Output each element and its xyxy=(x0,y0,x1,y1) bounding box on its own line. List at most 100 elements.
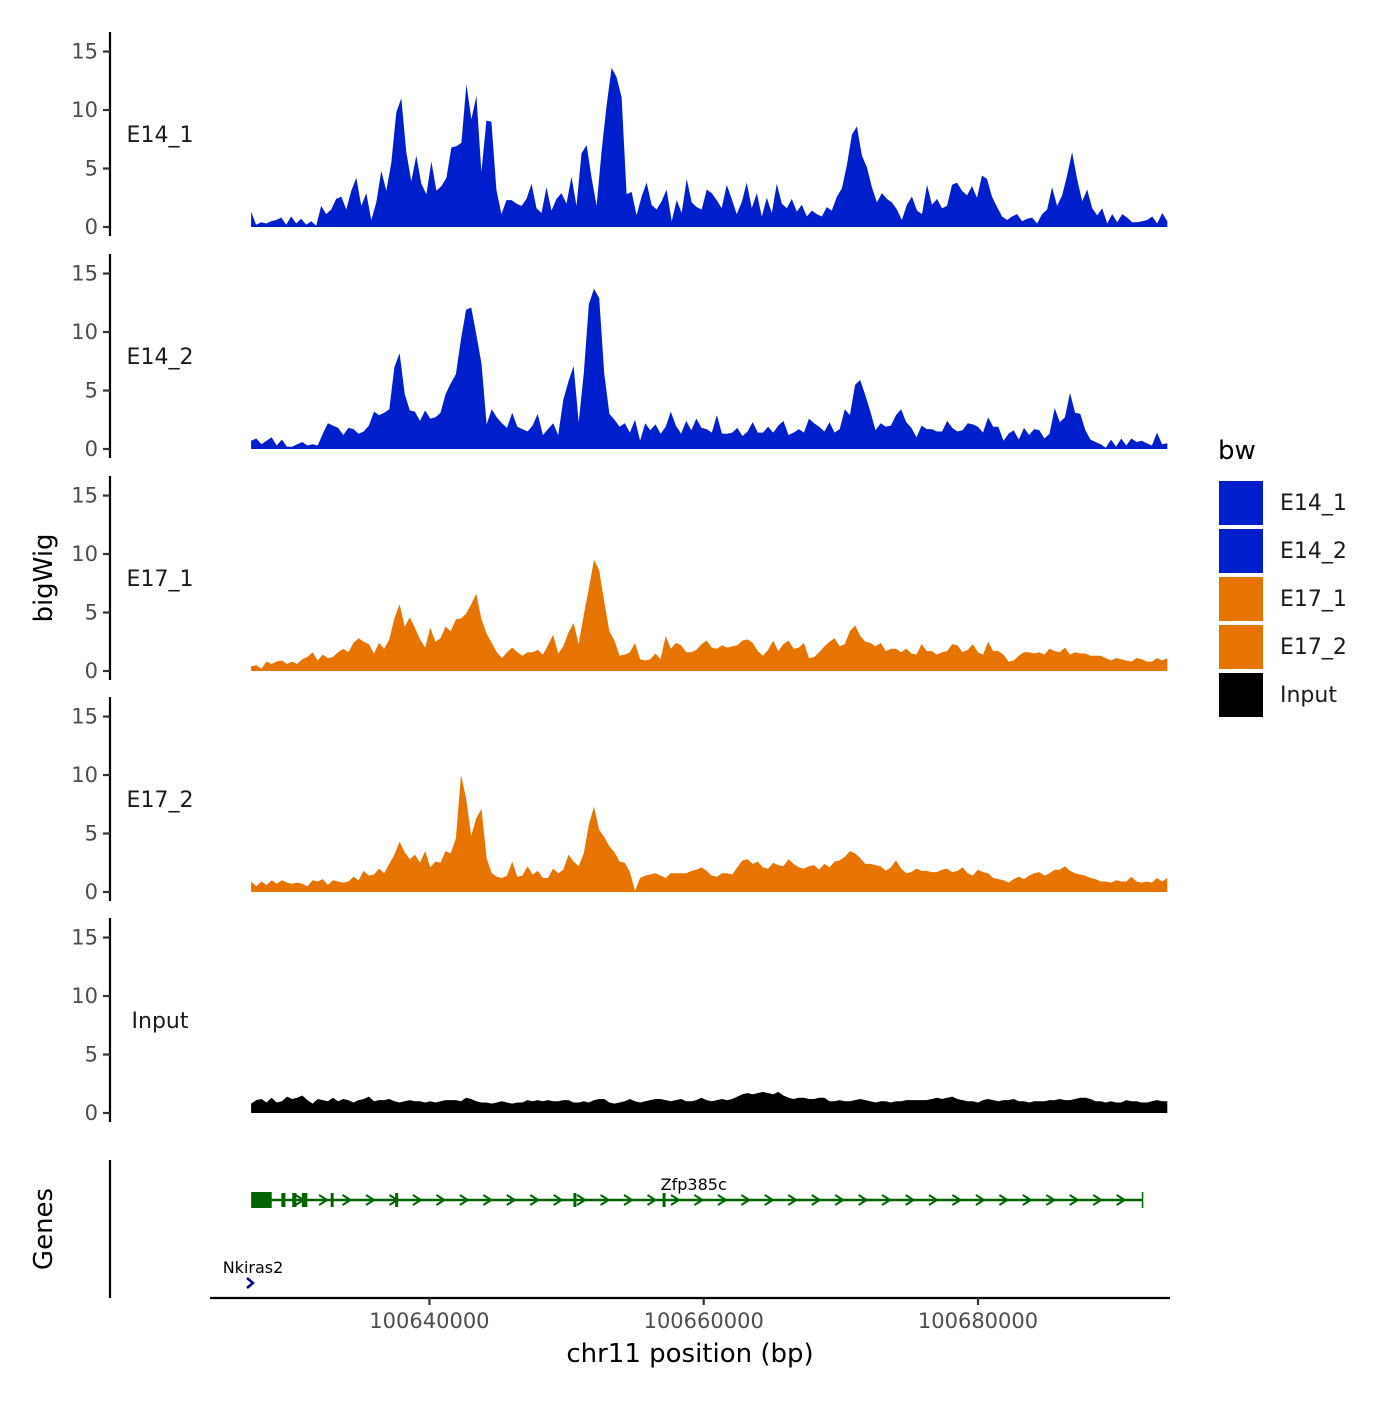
track-E17_2: 0 5 10 15 E17_2 xyxy=(71,697,1168,904)
y-tick-label: 15 xyxy=(71,40,98,64)
strand-chevron xyxy=(600,1194,611,1206)
strand-chevron xyxy=(740,1194,752,1206)
strand-chevron xyxy=(412,1194,423,1206)
strand-chevron xyxy=(1022,1194,1033,1206)
gene-Nkiras2: Nkiras2 xyxy=(223,1258,284,1289)
track-label: E17_2 xyxy=(127,788,194,813)
x-tick-label: 100680000 xyxy=(918,1309,1038,1333)
legend-label-E17_1: E17_1 xyxy=(1280,587,1347,612)
strand-chevron xyxy=(951,1194,963,1206)
track-label: E14_1 xyxy=(127,123,194,148)
strand-chevron xyxy=(693,1194,705,1206)
y-tick-label: 0 xyxy=(85,1101,98,1125)
strand-chevron xyxy=(787,1194,799,1206)
coverage-area-E14_2 xyxy=(251,288,1168,449)
legend-title: bw xyxy=(1218,436,1256,466)
strand-chevron xyxy=(904,1194,916,1206)
coverage-area-E17_2 xyxy=(251,775,1168,892)
track-E14_2: 0 5 10 15 E14_2 xyxy=(71,254,1168,461)
strand-chevron xyxy=(811,1194,822,1206)
gene-label: Nkiras2 xyxy=(223,1258,284,1277)
strand-chevron xyxy=(1116,1194,1127,1206)
y-tick-label: 0 xyxy=(85,437,98,461)
legend-label-E17_2: E17_2 xyxy=(1280,635,1347,660)
x-tick-label: 100640000 xyxy=(369,1309,489,1333)
legend-swatch-E14_2 xyxy=(1219,529,1263,573)
y-tick-label: 5 xyxy=(85,601,98,625)
strand-chevron xyxy=(576,1194,587,1206)
legend: bw E14_1 E14_2 E17_1 E17_2 Input xyxy=(1218,436,1347,717)
strand-chevron xyxy=(482,1194,494,1206)
legend-swatch-Input xyxy=(1219,673,1263,717)
y-tick-label: 10 xyxy=(71,98,98,122)
strand-chevron xyxy=(341,1194,353,1206)
strand-chevron xyxy=(881,1194,892,1206)
y-axis-title: bigWig xyxy=(29,533,59,622)
y-tick-label: 10 xyxy=(71,542,98,566)
legend-swatch-E17_2 xyxy=(1219,625,1263,669)
strand-chevron xyxy=(670,1194,681,1206)
y-tick-label: 5 xyxy=(85,157,98,181)
legend-label-E14_2: E14_2 xyxy=(1280,539,1347,564)
y-tick-label: 15 xyxy=(71,484,98,508)
strand-chevron xyxy=(717,1194,728,1206)
strand-chevron xyxy=(975,1194,986,1206)
strand-chevron xyxy=(553,1194,564,1206)
gene-Zfp385c: Zfp385c xyxy=(251,1175,1144,1208)
strand-chevron xyxy=(1092,1194,1104,1206)
gene-exon xyxy=(573,1193,577,1207)
track-label: E17_1 xyxy=(127,567,194,592)
strand-chevron xyxy=(435,1194,447,1206)
y-tick-label: 10 xyxy=(71,763,98,787)
y-tick-label: 15 xyxy=(71,926,98,950)
track-label: E14_2 xyxy=(127,345,194,370)
y-tick-label: 0 xyxy=(85,215,98,239)
x-axis: 100640000 100660000 100680000 xyxy=(210,1296,1170,1333)
strand-chevron xyxy=(318,1194,329,1206)
legend-swatch-E14_1 xyxy=(1219,481,1263,525)
strand-chevron xyxy=(928,1194,939,1206)
track-Input: 0 5 10 15 Input xyxy=(71,918,1168,1125)
strand-chevron xyxy=(858,1194,869,1206)
strand-chevron xyxy=(623,1194,634,1206)
genes-panel: Zfp385c Nkiras2 xyxy=(108,1160,1144,1298)
gene-label: Zfp385c xyxy=(661,1175,727,1194)
strand-chevron xyxy=(646,1194,658,1206)
strand-chevron xyxy=(246,1277,255,1289)
legend-label-E14_1: E14_1 xyxy=(1280,491,1347,516)
y-tick-label: 10 xyxy=(71,320,98,344)
gene-exon xyxy=(281,1193,286,1207)
tracks: 0 5 10 15 E14_1 0 5 10 15 E14_2 0 5 10 15 E17_1 0 5 10 15 E… xyxy=(71,32,1168,1125)
gene-exon xyxy=(395,1193,399,1207)
y-tick-label: 0 xyxy=(85,659,98,683)
y-tick-label: 5 xyxy=(85,379,98,403)
gene-exon xyxy=(301,1193,308,1207)
track-label: Input xyxy=(132,1009,189,1034)
x-axis-title: chr11 position (bp) xyxy=(566,1339,813,1369)
strand-chevron xyxy=(764,1194,775,1206)
legend-swatch-E17_1 xyxy=(1219,577,1263,621)
strand-chevron xyxy=(529,1194,541,1206)
strand-chevron xyxy=(365,1194,376,1206)
y-tick-label: 15 xyxy=(71,705,98,729)
y-tick-label: 5 xyxy=(85,822,98,846)
strand-chevron xyxy=(1069,1194,1080,1206)
gene-exon xyxy=(662,1193,666,1207)
gene-exon xyxy=(251,1192,272,1208)
genes-axis-title: Genes xyxy=(29,1188,59,1270)
y-tick-label: 10 xyxy=(71,984,98,1008)
coverage-area-E17_1 xyxy=(251,559,1168,671)
track-E14_1: 0 5 10 15 E14_1 xyxy=(71,32,1168,239)
legend-label-Input: Input xyxy=(1280,683,1337,708)
coverage-area-Input xyxy=(251,1091,1168,1113)
coverage-area-E14_1 xyxy=(251,67,1168,228)
strand-chevron xyxy=(1045,1194,1057,1206)
y-tick-label: 0 xyxy=(85,880,98,904)
y-tick-label: 15 xyxy=(71,262,98,286)
y-tick-label: 5 xyxy=(85,1043,98,1067)
strand-chevron xyxy=(506,1194,517,1206)
strand-chevron xyxy=(834,1194,846,1206)
strand-chevron xyxy=(459,1194,470,1206)
